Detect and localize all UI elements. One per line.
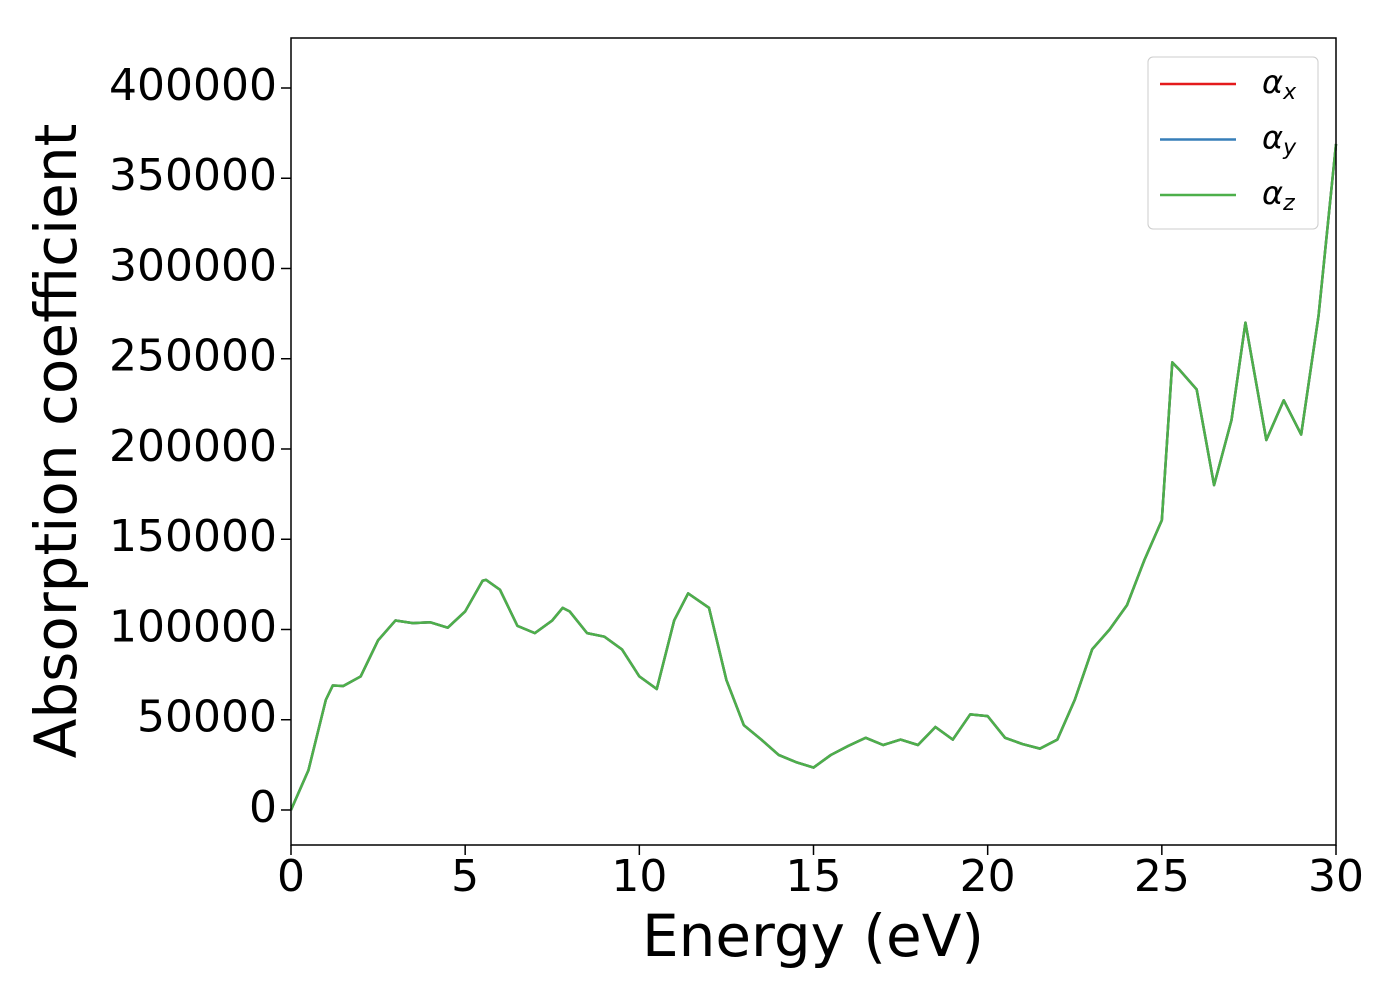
y-tick-label: 350000 [109,150,277,201]
legend-box [1147,56,1319,230]
x-tick-label: 0 [277,851,305,902]
legend-label: αx [1262,63,1297,105]
x-tick-label: 15 [786,851,842,902]
legend-label: αz [1262,174,1295,216]
data-line [289,143,1338,811]
x-tick-label: 20 [960,851,1016,902]
y-tick-label: 250000 [109,331,277,382]
x-tick-label: 25 [1134,851,1190,902]
y-tick-label: 200000 [109,421,277,472]
y-axis-label: Absorption coefficient [22,124,90,759]
plot-frame [290,37,1337,846]
y-tick-label: 300000 [109,240,277,291]
y-tick-label: 400000 [109,60,277,111]
x-axis-label: Energy (eV) [642,902,984,970]
legend: αx αy αz [1147,56,1319,230]
legend-label: αy [1262,119,1297,161]
y-tick-label: 150000 [109,511,277,562]
data-line [289,143,1338,811]
x-tick-label: 10 [611,851,667,902]
x-tick-label: 30 [1308,851,1364,902]
y-tick-label: 0 [249,782,277,833]
data-line [289,143,1338,811]
y-tick-label: 100000 [109,601,277,652]
x-tick-label: 5 [451,851,479,902]
y-tick-label: 50000 [137,692,277,743]
